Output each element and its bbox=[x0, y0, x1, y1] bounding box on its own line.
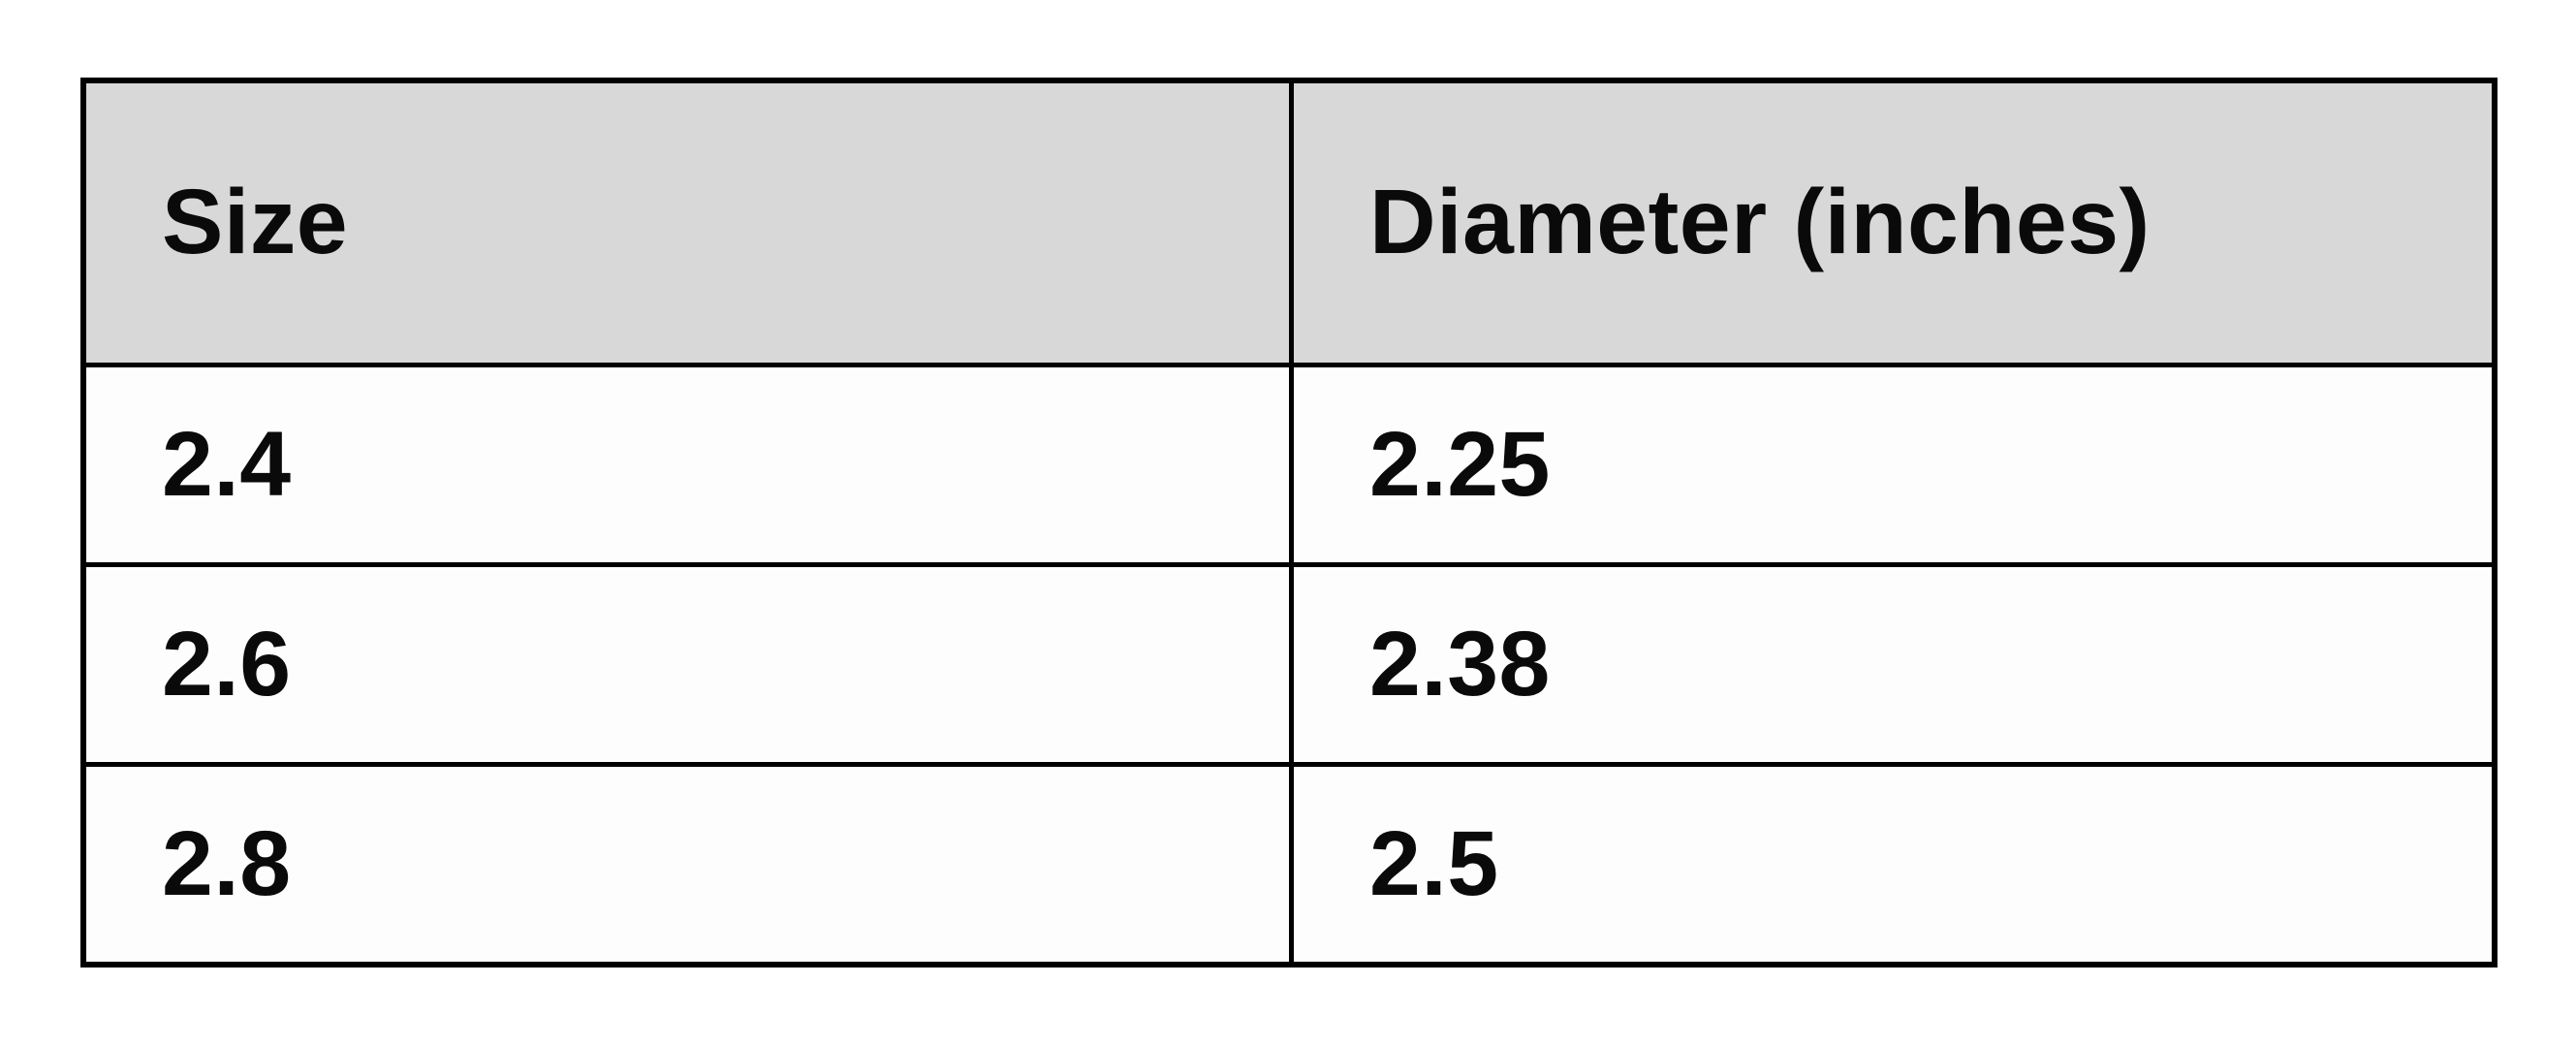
cell-size-row3: 2.8 bbox=[80, 762, 1294, 968]
column-header-size: Size bbox=[80, 78, 1294, 367]
size-diameter-table: Size Diameter (inches) 2.4 2.25 2.6 2.38… bbox=[80, 78, 2497, 968]
cell-size-row2: 2.6 bbox=[80, 561, 1294, 768]
header-row: Size Diameter (inches) bbox=[80, 78, 2497, 367]
table-row: 2.4 2.25 bbox=[80, 362, 2497, 567]
table-row: 2.8 2.5 bbox=[80, 762, 2497, 968]
cell-diameter-row2: 2.38 bbox=[1288, 561, 2497, 768]
cell-diameter-row1: 2.25 bbox=[1288, 362, 2497, 567]
table-row: 2.6 2.38 bbox=[80, 561, 2497, 768]
column-header-diameter: Diameter (inches) bbox=[1288, 78, 2497, 367]
cell-size-row1: 2.4 bbox=[80, 362, 1294, 567]
cell-diameter-row3: 2.5 bbox=[1288, 762, 2497, 968]
